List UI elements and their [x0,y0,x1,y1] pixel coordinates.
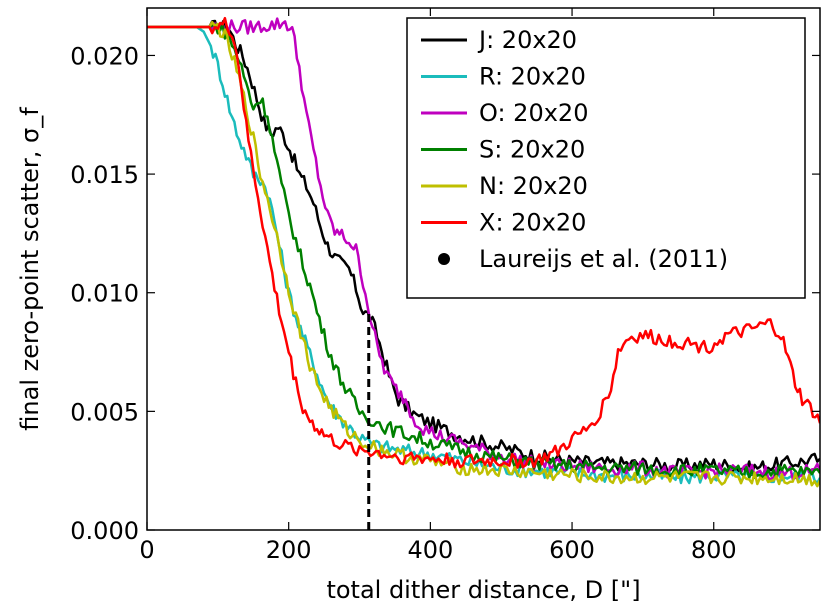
y-tick-label: 0.015 [70,161,139,189]
legend-label: J: 20x20 [477,26,577,54]
series-line-j [147,19,820,477]
x-axis-title: total dither distance, D ["] [326,576,640,604]
y-tick-label: 0.005 [70,398,139,426]
y-tick-label: 0.010 [70,280,139,308]
legend-label: N: 20x20 [479,172,588,200]
y-tick-label: 0.000 [70,517,139,545]
x-tick-label: 600 [549,536,595,564]
y-axis-title: final zero-point scatter, σ_f [16,107,44,431]
legend-label: R: 20x20 [479,63,586,91]
y-tick-label: 0.020 [70,42,139,70]
legend-label: Laureijs et al. (2011) [479,245,728,273]
legend-marker [438,253,450,265]
legend-label: O: 20x20 [479,99,588,127]
series-line-x [147,16,820,469]
series-line-n [147,20,820,488]
x-tick-label: 200 [266,536,312,564]
x-tick-label: 400 [407,536,453,564]
legend-box [406,17,806,299]
legend: J: 20x20 R: 20x20 O: 20x20 S: 20x20 N: 20x20… [406,17,806,299]
x-tick-label: 0 [139,536,154,564]
legend-label: X: 20x20 [479,209,586,237]
series-layer [147,16,820,488]
x-tick-label: 800 [691,536,737,564]
legend-label: S: 20x20 [479,136,585,164]
ticks-layer: 0 200 400 600 800 0.000 0.005 0.010 0.015 0.020 [70,8,820,564]
series-line-o [147,17,820,481]
axes-frame [146,7,821,531]
